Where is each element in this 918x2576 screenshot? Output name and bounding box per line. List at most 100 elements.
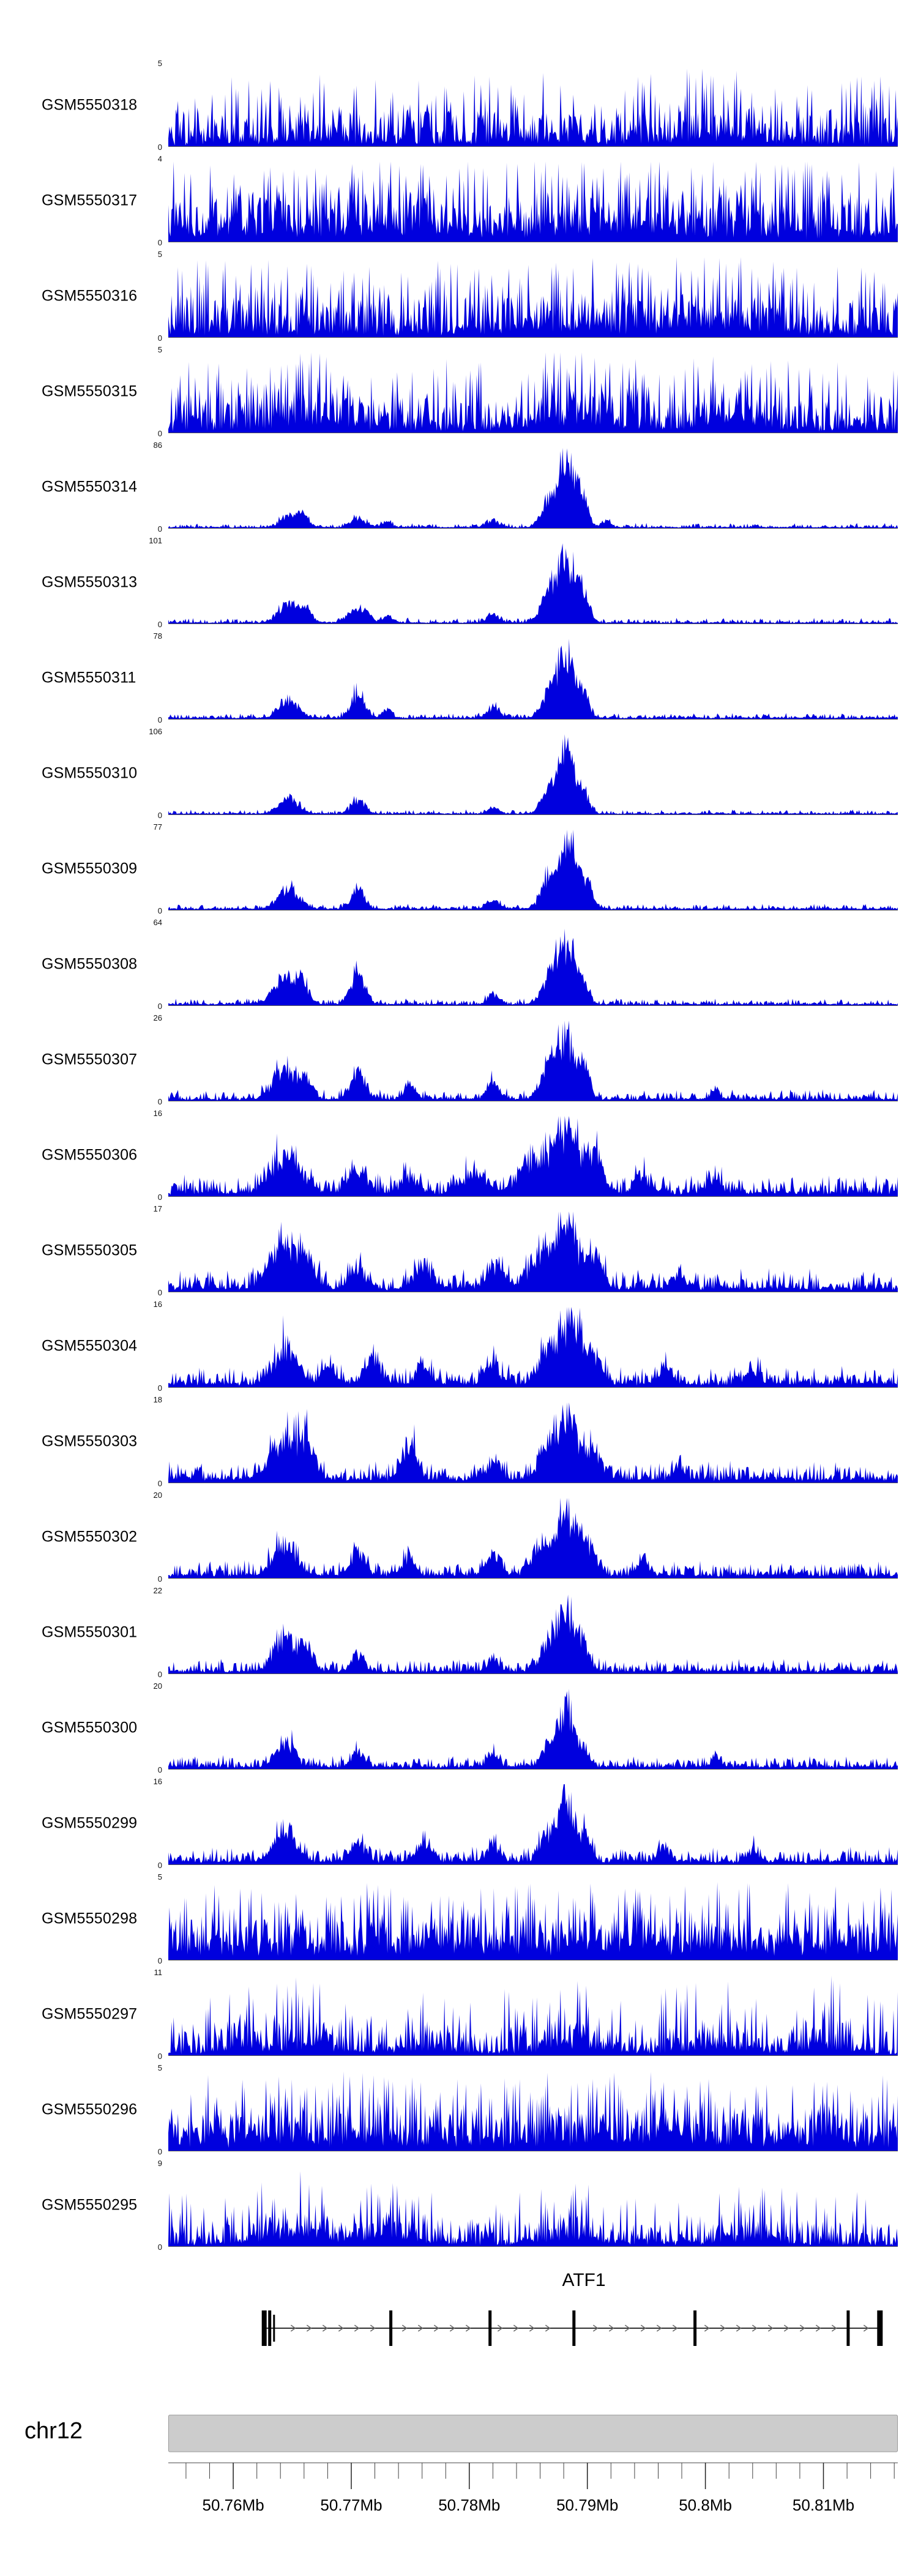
signal-path [168,1021,898,1101]
track-sample-label: GSM5550306 [42,1146,138,1164]
signal-area-chart [168,928,898,1006]
signal-path [168,1882,898,1960]
track-sample-label: GSM5550299 [42,1814,138,1832]
ruler-tick-label: 50.76Mb [203,2496,264,2514]
track-plot [168,1394,898,1489]
strand-arrow-icon [640,2325,646,2332]
gene-exon [389,2310,393,2346]
track-plot [168,248,898,344]
track-ymin-label: 0 [157,1288,162,1297]
track-ymax-label: 64 [153,918,162,927]
signal-area-chart [168,1882,898,1960]
strand-arrow-icon [545,2325,551,2332]
strand-arrow-icon [592,2325,599,2332]
signal-path [168,1784,898,1864]
track-sample-label: GSM5550302 [42,1528,138,1546]
ruler-tick-label: 50.81Mb [793,2496,854,2514]
track-plot [168,1680,898,1776]
track-plot [168,1776,898,1871]
signal-path [168,1689,898,1769]
signal-area-chart [168,257,898,338]
track-ymax-label: 5 [157,250,162,259]
track-plot [168,1967,898,2062]
signal-area-chart [168,2171,898,2247]
signal-path [168,1595,898,1673]
strand-arrow-icon [513,2325,519,2332]
signal-path [168,2071,898,2151]
signal-path [168,1307,898,1387]
track-ymax-label: 16 [153,1300,162,1309]
signal-path [168,69,898,146]
signal-path [168,1975,898,2055]
track-ymin-label: 0 [157,1479,162,1488]
track-sample-label: GSM5550303 [42,1432,138,1450]
signal-path [168,639,898,719]
track-plot [168,1298,898,1394]
signal-path [168,1402,898,1483]
track-sample-label: GSM5550313 [42,573,138,591]
signal-path [168,162,898,242]
track-row: GSM5550306 16 0 [0,1107,918,1203]
signal-path [168,1116,898,1196]
signal-area-chart [168,1975,898,2056]
track-label-column: GSM5550315 5 0 [0,344,168,439]
track-plot [168,153,898,248]
gene-exon [846,2310,850,2346]
track-row: GSM5550302 20 0 [0,1489,918,1585]
track-label-column: GSM5550307 26 0 [0,1012,168,1107]
chromosome-ideogram-ruler: 50.76Mb 50.77Mb 50.78Mb 50.79Mb 50.8Mb 50.81M… [168,2414,898,2514]
strand-arrow-icon [704,2325,710,2332]
track-ymax-label: 101 [149,536,162,545]
signal-area-chart [168,830,898,910]
track-ymax-label: 9 [157,2159,162,2168]
strand-arrow-icon [831,2325,837,2332]
track-ymin-label: 0 [157,1383,162,1393]
track-plot [168,2157,898,2253]
gene-exon [877,2310,883,2346]
track-row: GSM5550296 5 0 [0,2062,918,2157]
track-row: GSM5550299 16 0 [0,1776,918,1871]
strand-arrow-icon [624,2325,630,2332]
signal-area-chart [168,1498,898,1579]
signal-path [168,1212,898,1292]
track-ymin-label: 0 [157,906,162,915]
track-label-column: GSM5550300 20 0 [0,1680,168,1776]
chromosome-ideogram-bar [168,2414,898,2452]
track-row: GSM5550301 22 0 [0,1585,918,1680]
signal-area-chart [168,1116,898,1197]
track-ymax-label: 5 [157,59,162,68]
signal-area-chart [168,1402,898,1483]
ruler-tick-label: 50.77Mb [320,2496,382,2514]
strand-arrow-icon [306,2325,312,2332]
track-ymax-label: 77 [153,822,162,832]
signal-path [168,257,898,337]
track-plot [168,58,898,153]
track-row: GSM5550311 78 0 [0,630,918,726]
track-plot [168,1871,898,1967]
signal-area-chart [168,734,898,815]
track-label-column: GSM5550301 22 0 [0,1585,168,1680]
signal-area-chart [168,639,898,720]
track-sample-label: GSM5550314 [42,478,138,496]
strand-arrow-icon [290,2325,296,2332]
track-ymin-label: 0 [157,1097,162,1106]
strand-arrow-icon [338,2325,344,2332]
strand-arrow-icon [863,2325,869,2332]
track-label-column: GSM5550318 5 0 [0,58,168,153]
track-label-column: GSM5550297 11 0 [0,1967,168,2062]
track-row: GSM5550313 101 0 [0,535,918,630]
track-plot [168,535,898,630]
track-row: GSM5550303 18 0 [0,1394,918,1489]
track-sample-label: GSM5550311 [42,669,136,687]
track-ymax-label: 18 [153,1395,162,1404]
track-sample-label: GSM5550316 [42,287,138,305]
track-plot [168,2062,898,2157]
signal-path [168,2171,898,2246]
track-row: GSM5550315 5 0 [0,344,918,439]
signal-area-chart [168,1595,898,1674]
strand-arrow-icon [720,2325,726,2332]
strand-arrow-icon [752,2325,758,2332]
track-sample-label: GSM5550309 [42,860,138,877]
track-sample-label: GSM5550295 [42,2196,138,2214]
track-label-column: GSM5550310 106 0 [0,726,168,821]
